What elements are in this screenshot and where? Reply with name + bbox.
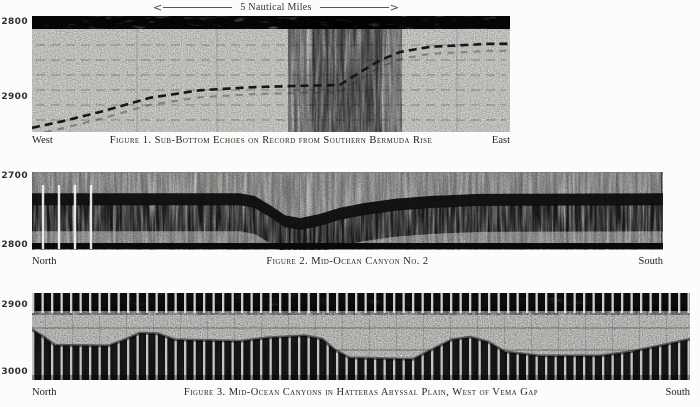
scale-bar-right-arrow-icon: > bbox=[389, 0, 400, 14]
fig2-echogram-record bbox=[32, 172, 663, 250]
fig3-direction-label-south: South bbox=[665, 387, 690, 398]
fig2-depth-tick-2800: 2800 bbox=[1, 240, 28, 250]
fig1-caption-row: West Figure 1. Sub-Bottom Echoes on Reco… bbox=[32, 135, 510, 146]
fig2-direction-label-south: South bbox=[638, 256, 663, 267]
fig1-depth-tick-2800: 2800 bbox=[1, 17, 28, 27]
fig3-caption: Figure 3. Mid-Ocean Canyons in Hatteras … bbox=[183, 387, 539, 398]
fig3-direction-label-north: North bbox=[32, 387, 57, 398]
fig2-depth-tick-2700: 2700 bbox=[1, 171, 28, 181]
scale-bar-label: 5 Nautical Miles bbox=[240, 1, 312, 13]
scale-bar-line-right bbox=[319, 6, 389, 8]
fig2-caption-row: North Figure 2. Mid-Ocean Canyon No. 2 S… bbox=[32, 256, 663, 267]
fig3-depth-tick-3000: 3000 bbox=[1, 367, 28, 377]
fig3-depth-tick-2900: 2900 bbox=[1, 300, 28, 310]
fig1-echogram-record bbox=[32, 16, 510, 132]
scale-bar: < 5 Nautical Miles > bbox=[152, 0, 400, 14]
fig3-caption-row: North Figure 3. Mid-Ocean Canyons in Hat… bbox=[32, 387, 690, 398]
fig2-caption: Figure 2. Mid-Ocean Canyon No. 2 bbox=[266, 256, 429, 267]
fig3-echogram-record bbox=[32, 293, 690, 380]
fig1-direction-label-east: East bbox=[491, 135, 510, 146]
scale-bar-line-left bbox=[163, 6, 233, 8]
fig2-direction-label-north: North bbox=[32, 256, 57, 267]
fig1-depth-tick-2900: 2900 bbox=[1, 92, 28, 102]
fig1-caption: Figure 1. Sub-Bottom Echoes on Record fr… bbox=[109, 135, 433, 146]
scale-bar-left-arrow-icon: < bbox=[153, 0, 163, 14]
fig1-direction-label-west: West bbox=[32, 135, 53, 146]
